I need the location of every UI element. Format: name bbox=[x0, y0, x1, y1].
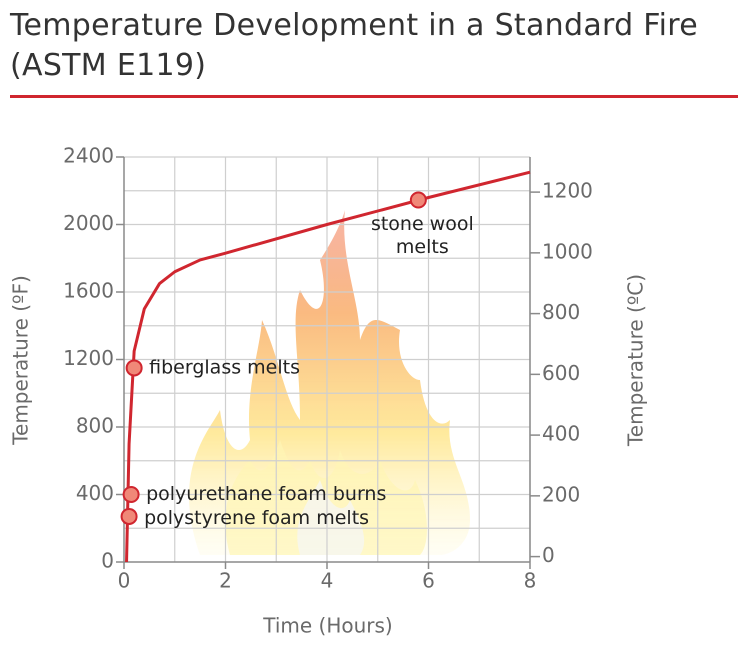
flame bbox=[189, 210, 470, 555]
x-axis-label: Time (Hours) bbox=[262, 614, 393, 638]
y-tick-label: 1200 bbox=[63, 346, 114, 370]
x-tick-label: 2 bbox=[219, 569, 232, 593]
y-tick-label: 2000 bbox=[63, 211, 114, 235]
y-tick-label: 0 bbox=[101, 549, 114, 573]
annotation-label: fiberglass melts bbox=[149, 356, 300, 378]
title: Temperature Development in a Standard Fi… bbox=[10, 6, 698, 86]
flame-core bbox=[297, 480, 365, 555]
y-tick-label: 2400 bbox=[63, 144, 114, 168]
y2-tick-label: 0 bbox=[542, 543, 555, 567]
y-tick-label: 800 bbox=[76, 414, 114, 438]
x-tick-label: 0 bbox=[118, 569, 131, 593]
x-tick-label: 8 bbox=[524, 569, 537, 593]
annotation-marker bbox=[409, 191, 427, 209]
temperature-curve bbox=[125, 170, 531, 563]
y-tick-label: 1600 bbox=[63, 279, 114, 303]
title-line: (ASTM E119) bbox=[10, 48, 207, 83]
annotation-marker bbox=[122, 486, 140, 503]
axes: 0 400 800 1200 1600 2000 2400 0 200 400 600 800 1000… bbox=[63, 144, 593, 593]
y2-tick-label: 400 bbox=[542, 422, 580, 446]
y2-tick-label: 200 bbox=[542, 482, 580, 506]
title-line: Temperature Development in a Standard Fi… bbox=[10, 8, 699, 43]
y-tick-label: 400 bbox=[76, 481, 114, 505]
y2-tick-label: 600 bbox=[542, 361, 580, 385]
annotation-label: polyurethane foam burns bbox=[146, 483, 386, 505]
y2-tick-label: 1000 bbox=[542, 239, 593, 263]
y2-axis-label: Temperature (ºC) bbox=[624, 274, 648, 447]
y-axis-label: Temperature (ºF) bbox=[9, 275, 33, 446]
title-rule bbox=[10, 95, 738, 98]
annotation-label: polystyrene foam melts bbox=[144, 507, 369, 529]
annotation-marker bbox=[125, 359, 143, 377]
x-tick-label: 6 bbox=[422, 569, 435, 593]
x-tick-label: 4 bbox=[321, 569, 334, 593]
annotation-label: stone wool melts bbox=[370, 213, 474, 259]
annotation-marker bbox=[120, 507, 138, 525]
y2-tick-label: 800 bbox=[542, 300, 580, 324]
y2-tick-label: 1200 bbox=[542, 179, 593, 203]
